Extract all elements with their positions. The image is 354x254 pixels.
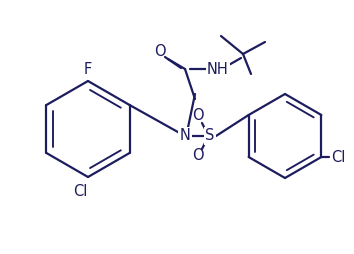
Text: S: S (205, 129, 215, 144)
Text: F: F (84, 61, 92, 76)
Text: N: N (179, 129, 190, 144)
Text: O: O (154, 43, 166, 58)
Text: O: O (192, 149, 204, 164)
Text: NH: NH (207, 61, 229, 76)
Text: O: O (192, 108, 204, 123)
Text: Cl: Cl (331, 150, 346, 165)
Text: Cl: Cl (73, 183, 87, 198)
